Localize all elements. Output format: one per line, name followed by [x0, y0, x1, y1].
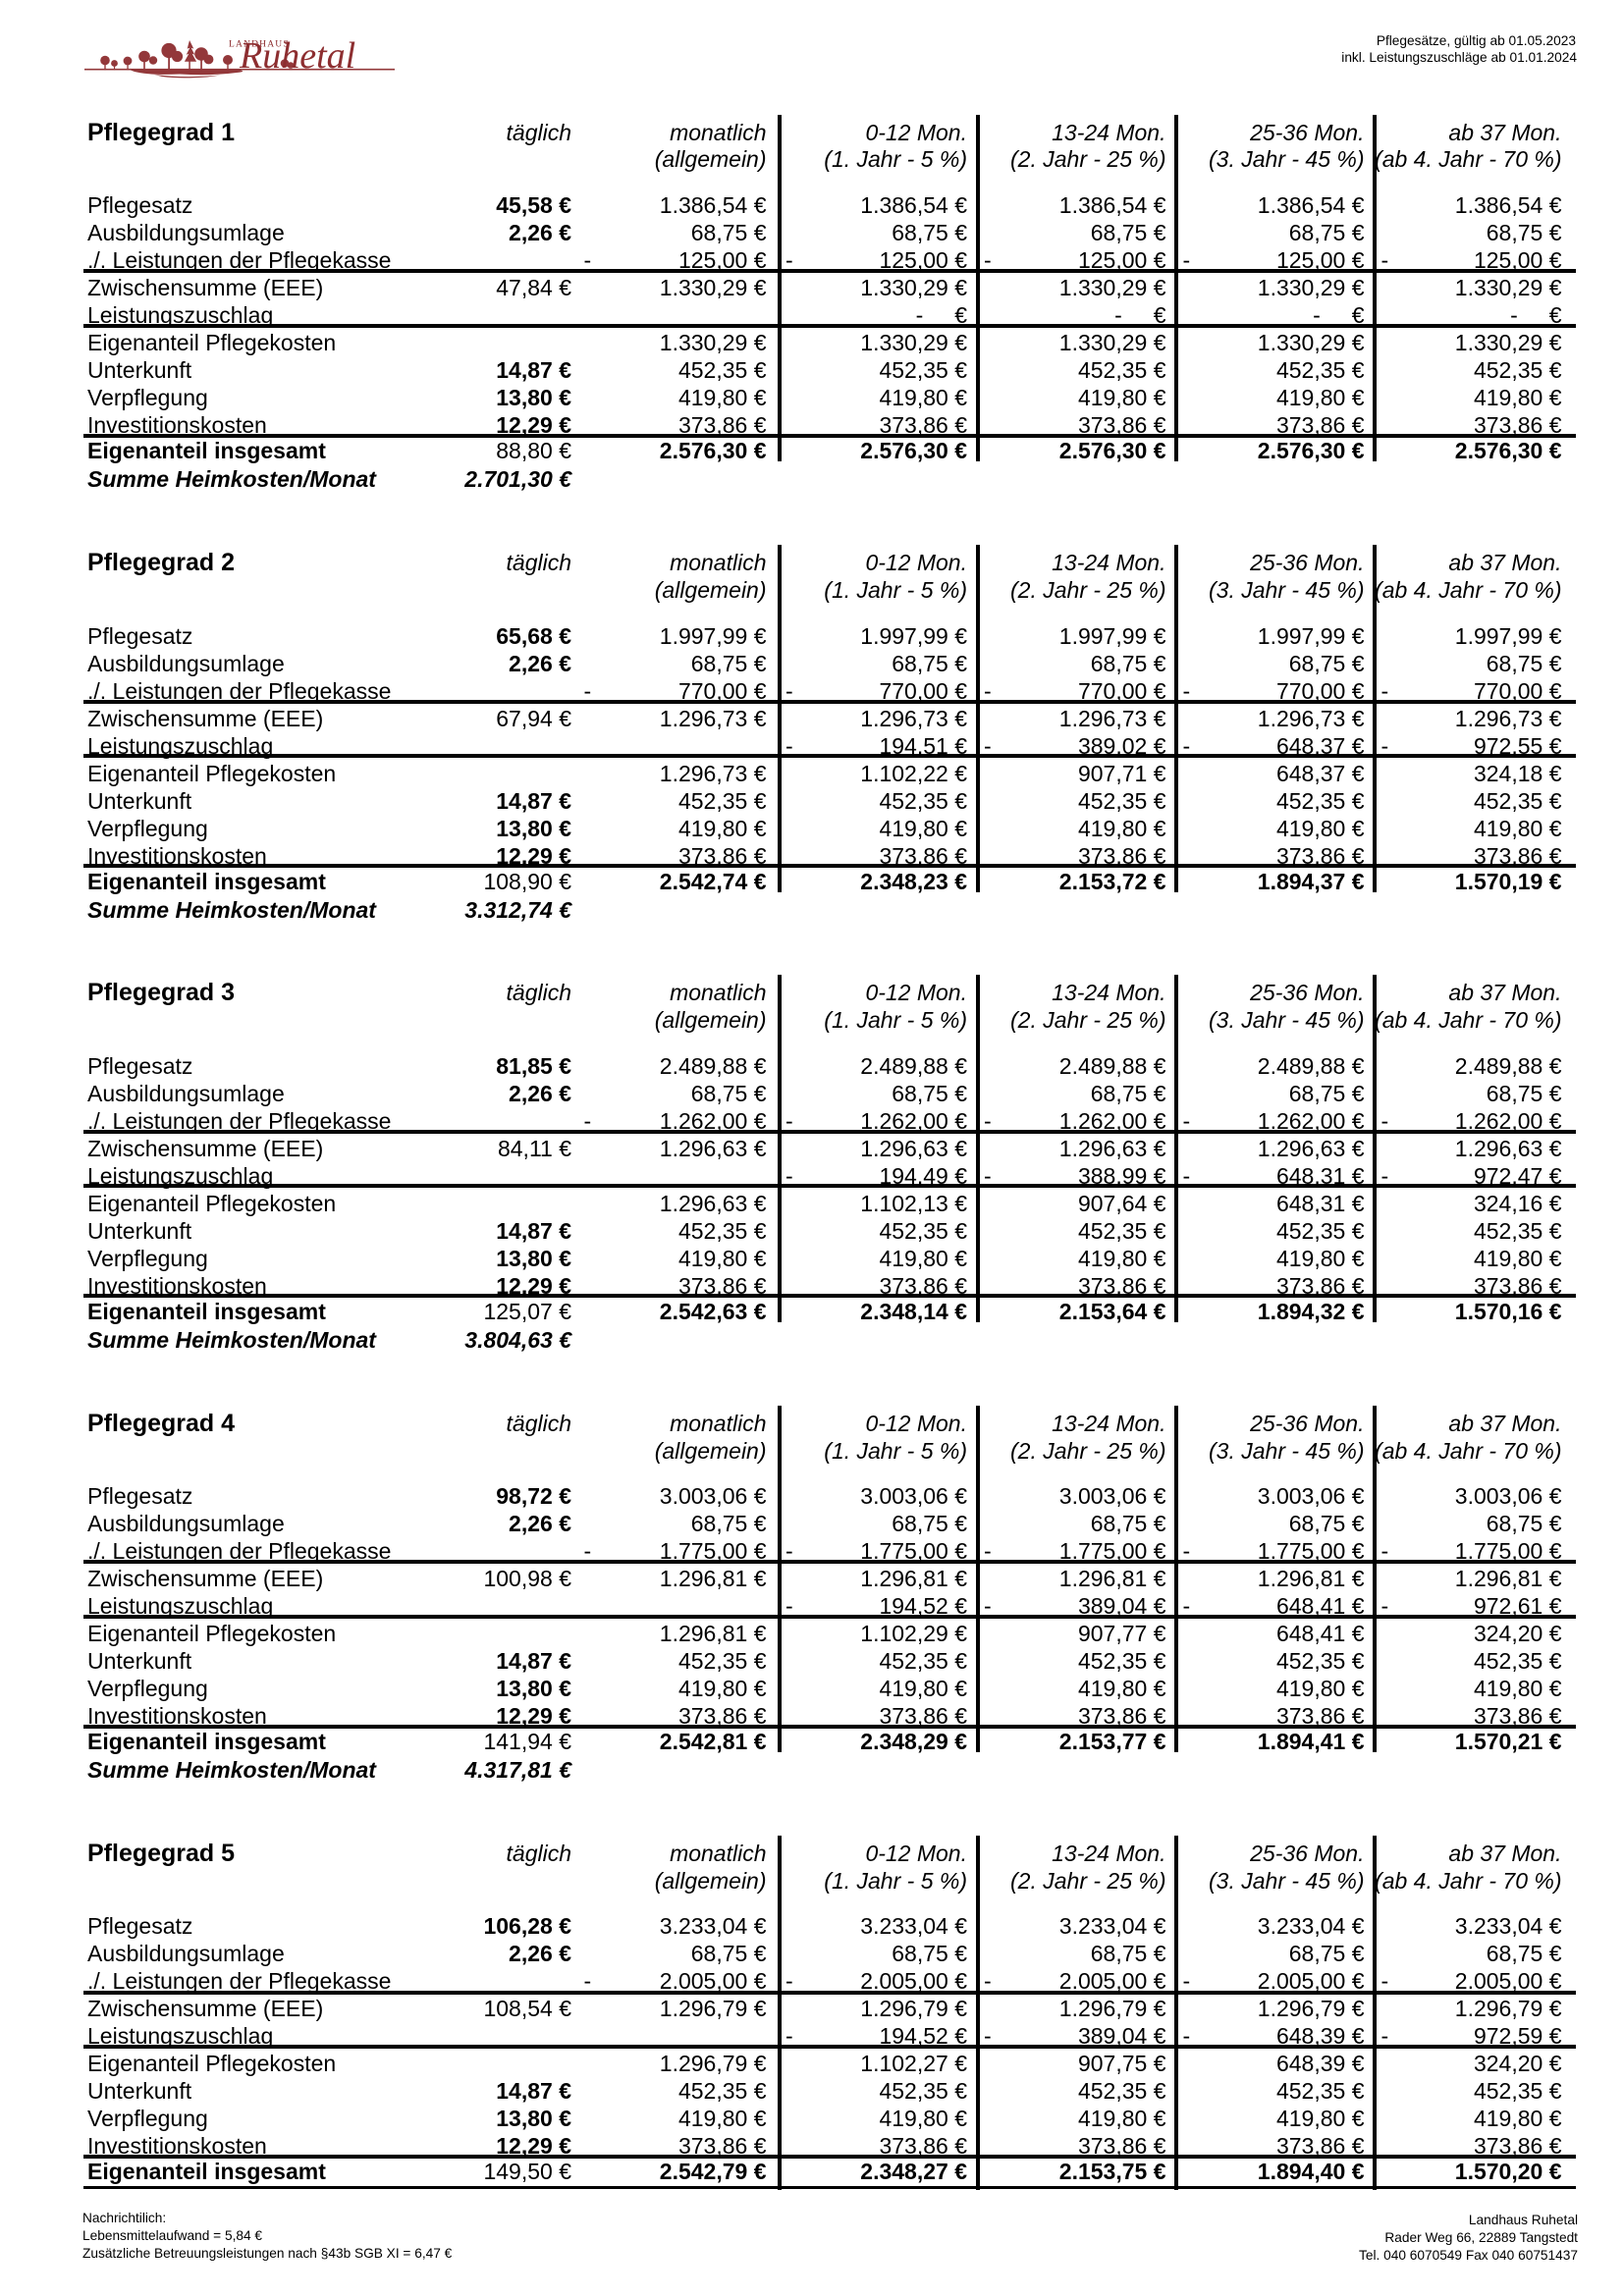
svg-text:LANDHAUS: LANDHAUS — [229, 40, 290, 50]
svg-text:Ruhetal: Ruhetal — [239, 35, 355, 77]
